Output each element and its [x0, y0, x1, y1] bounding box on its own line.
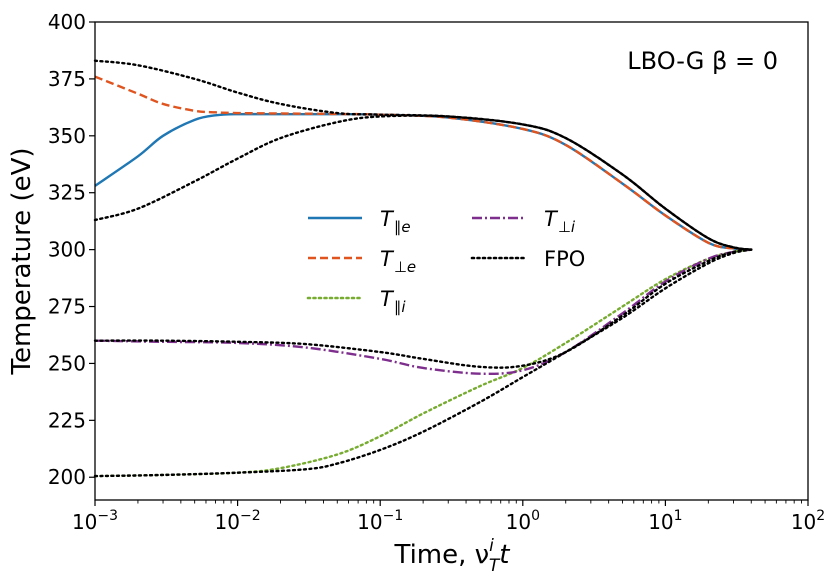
y-tick-label: 300	[48, 238, 86, 262]
series-line-tperpi-3	[94, 248, 752, 376]
legend-label: T∥i	[380, 287, 406, 316]
legend-item: T∥i	[306, 287, 406, 316]
y-tick-label: 325	[48, 181, 86, 205]
legend-item: T∥e	[308, 207, 411, 236]
series-line-fpo-7	[93, 248, 753, 478]
x-tick-label: 10−3	[72, 508, 118, 534]
legend-item: FPO	[470, 247, 585, 271]
x-axis-label: Time, νi Tt	[393, 536, 510, 575]
series-line-fpo-5	[93, 114, 753, 251]
curves	[93, 59, 753, 478]
x-axis: 10−3 10−2 10−1 100 101 102	[72, 500, 825, 534]
plot-frame	[94, 21, 809, 501]
series-line-tperpe-1	[94, 75, 752, 251]
y-tick-label: 225	[48, 408, 86, 432]
legend-label: T∥e	[380, 207, 411, 236]
x-tick-label: 10−1	[357, 508, 403, 534]
x-tick-label: 102	[791, 508, 825, 534]
y-tick-label: 375	[48, 67, 86, 91]
x-tick-label: 100	[506, 508, 540, 534]
y-tick-label: 250	[48, 351, 86, 375]
annotation: LBO-G β = 0	[627, 47, 778, 75]
y-tick-label: 200	[48, 465, 86, 489]
series-line-tpari-2	[93, 248, 753, 478]
legend-label: T⊥i	[544, 207, 576, 236]
series-line-fpo-4	[93, 59, 753, 251]
legend-item: T⊥e	[308, 247, 416, 276]
legend-label: T⊥e	[380, 247, 416, 276]
x-tick-label: 101	[648, 508, 682, 534]
legend-item: T⊥i	[472, 207, 576, 236]
y-tick-label: 400	[48, 10, 86, 34]
series-line-fpo-6	[93, 248, 753, 369]
y-axis: 200 225 250 275 300 325 350 375 400	[48, 10, 95, 489]
legend-label: FPO	[544, 247, 585, 271]
legend: T∥e T⊥e T∥i T⊥i FPO	[306, 207, 585, 316]
y-tick-label: 275	[48, 295, 86, 319]
y-axis-label: Temperature (eV)	[7, 147, 37, 375]
y-tick-label: 350	[48, 124, 86, 148]
x-tick-label: 10−2	[215, 508, 261, 534]
